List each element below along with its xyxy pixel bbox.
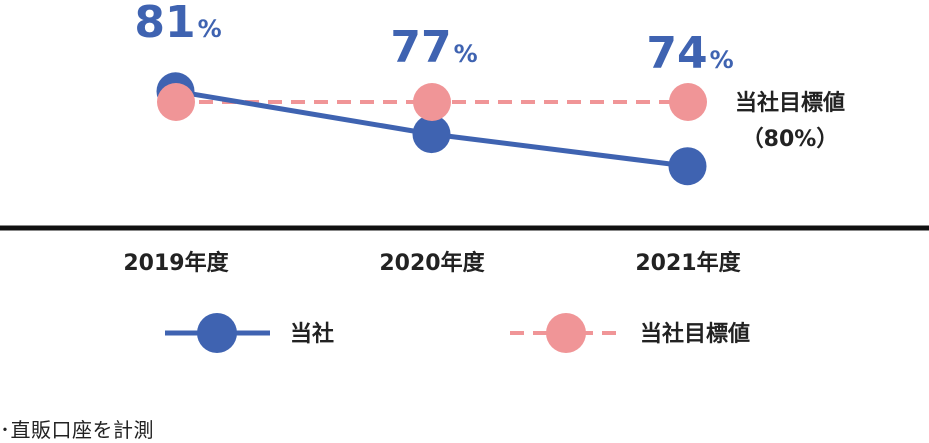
target-point: [413, 83, 451, 121]
x-tick-label: 2021年度: [635, 250, 741, 276]
target-annotation-title: 当社目標値: [735, 90, 845, 116]
data-label: 74%: [646, 28, 733, 79]
legend-label-company: 当社: [290, 321, 334, 347]
legend-marker-company: [197, 313, 237, 353]
target-point: [157, 83, 195, 121]
company-point: [412, 115, 451, 154]
company-point: [668, 147, 707, 186]
footnote: ･直販口座を計測: [0, 418, 154, 442]
data-label: 77%: [390, 22, 477, 73]
target-annotation-value: （80%）: [742, 127, 839, 152]
x-tick-label: 2019年度: [123, 250, 229, 276]
data-label: 81%: [134, 0, 221, 48]
x-tick-label: 2020年度: [379, 250, 485, 276]
legend-marker-target: [546, 313, 586, 353]
target-point: [669, 83, 707, 121]
legend-label-target: 当社目標値: [640, 321, 750, 347]
